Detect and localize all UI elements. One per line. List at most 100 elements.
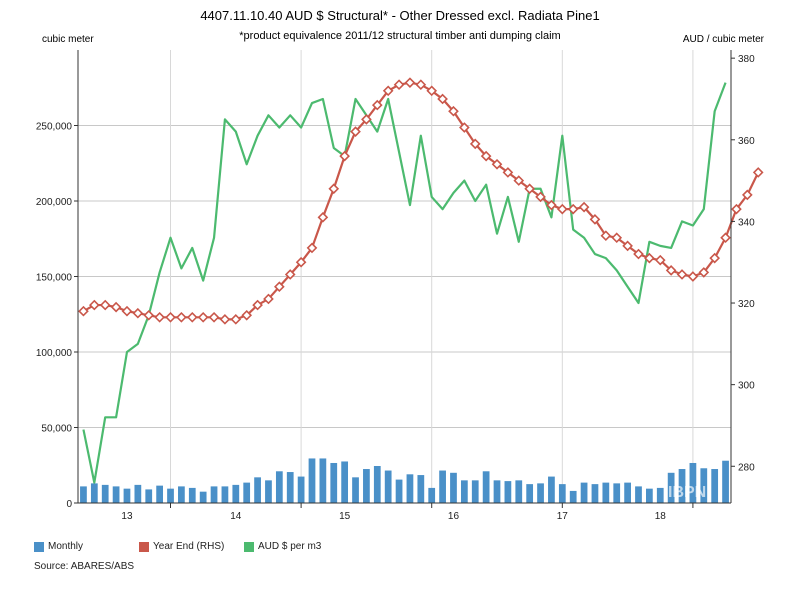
x-tick-label: 14 bbox=[230, 511, 242, 522]
x-axis-ticks: 13 14 15 16 17 18 bbox=[121, 503, 694, 522]
chart-subtitle: *product equivalence 2011/12 structural … bbox=[239, 30, 560, 42]
legend-label: Year End (RHS) bbox=[153, 541, 225, 552]
x-tick-label: 18 bbox=[655, 511, 667, 522]
bar-monthly bbox=[569, 490, 577, 503]
legend-label: AUD $ per m3 bbox=[258, 541, 322, 552]
point-year-end bbox=[665, 265, 677, 276]
right-axis-label: AUD / cubic meter bbox=[683, 34, 765, 45]
source-note: Source: ABARES/ABS bbox=[34, 561, 135, 572]
bar-monthly bbox=[199, 491, 207, 503]
bar-monthly bbox=[417, 475, 425, 503]
point-year-end bbox=[426, 85, 438, 97]
point-year-end bbox=[611, 232, 623, 244]
point-year-end bbox=[328, 183, 340, 195]
bar-monthly bbox=[341, 461, 349, 503]
bar-monthly bbox=[286, 472, 294, 503]
left-tick-label: 150,000 bbox=[36, 273, 73, 284]
point-year-end bbox=[165, 311, 176, 323]
bar-monthly bbox=[188, 487, 196, 503]
right-tick-label: 300 bbox=[738, 381, 755, 392]
left-tick-label: 200,000 bbox=[36, 197, 73, 208]
legend-item-aud-per-m3[interactable]: AUD $ per m3 bbox=[244, 541, 349, 552]
point-year-end bbox=[230, 314, 242, 325]
bar-monthly bbox=[123, 488, 131, 503]
bar-monthly bbox=[646, 488, 653, 503]
bar-monthly bbox=[373, 466, 381, 503]
left-tick-label: 50,000 bbox=[41, 424, 72, 435]
bar-monthly bbox=[275, 471, 283, 503]
point-year-end bbox=[415, 79, 427, 91]
bar-monthly bbox=[656, 487, 664, 503]
bar-monthly bbox=[395, 479, 403, 503]
right-tick-label: 280 bbox=[738, 462, 755, 473]
point-year-end bbox=[186, 311, 198, 323]
point-year-end bbox=[741, 189, 753, 201]
bar-monthly bbox=[591, 484, 599, 503]
ibpn-watermark: IBPN bbox=[668, 484, 706, 501]
bar-monthly bbox=[482, 471, 490, 503]
right-tick-label: 320 bbox=[738, 299, 755, 310]
legend-item-monthly[interactable]: Monthly bbox=[34, 541, 139, 552]
point-year-end bbox=[622, 240, 633, 252]
bar-monthly bbox=[243, 482, 251, 503]
legend-swatch-year-end bbox=[139, 541, 149, 552]
point-year-end bbox=[437, 93, 448, 105]
series-lines bbox=[78, 77, 764, 484]
right-tick-label: 360 bbox=[738, 136, 755, 147]
point-year-end bbox=[459, 122, 470, 133]
bar-monthly bbox=[493, 480, 501, 503]
point-year-end bbox=[654, 254, 666, 266]
legend-item-year-end[interactable]: Year End (RHS) bbox=[139, 541, 244, 552]
point-year-end bbox=[219, 314, 231, 325]
point-year-end bbox=[393, 79, 405, 91]
legend: Monthly Year End (RHS) AUD $ per m3 bbox=[34, 541, 349, 552]
point-year-end bbox=[600, 230, 612, 242]
point-year-end bbox=[502, 167, 514, 178]
point-year-end bbox=[121, 305, 133, 317]
point-year-end bbox=[644, 252, 655, 264]
point-year-end bbox=[752, 167, 764, 178]
point-year-end bbox=[317, 211, 329, 223]
bar-monthly bbox=[471, 480, 479, 503]
bar-monthly bbox=[526, 484, 534, 503]
point-year-end bbox=[208, 311, 220, 323]
legend-label: Monthly bbox=[48, 541, 84, 552]
bar-monthly bbox=[406, 474, 414, 503]
bar-monthly bbox=[580, 482, 588, 503]
bar-monthly bbox=[210, 486, 218, 503]
bar-monthly bbox=[254, 477, 261, 503]
point-year-end bbox=[524, 183, 535, 195]
right-tick-label: 340 bbox=[738, 217, 755, 228]
bar-monthly bbox=[101, 484, 109, 503]
left-axis-ticks: 0 50,000 100,000 150,000 200,000 250,000 bbox=[36, 122, 78, 510]
point-year-end bbox=[720, 232, 731, 244]
bar-monthly bbox=[624, 482, 631, 503]
point-year-end bbox=[78, 305, 89, 317]
bar-monthly bbox=[558, 484, 566, 503]
point-year-end bbox=[698, 267, 710, 278]
bar-monthly bbox=[428, 487, 436, 503]
monthly-bars bbox=[80, 458, 729, 503]
point-year-end bbox=[731, 203, 742, 215]
point-year-end bbox=[633, 248, 644, 260]
bar-monthly bbox=[635, 486, 642, 503]
bar-monthly bbox=[700, 468, 708, 503]
point-year-end bbox=[535, 191, 546, 203]
left-tick-label: 0 bbox=[66, 499, 72, 510]
point-year-end bbox=[339, 150, 350, 162]
ibpn-logo-text: IBPN bbox=[668, 484, 706, 501]
bar-monthly bbox=[504, 481, 512, 503]
point-year-end bbox=[274, 281, 285, 293]
point-year-end bbox=[589, 214, 601, 225]
bar-monthly bbox=[134, 484, 142, 503]
legend-swatch-aud-per-m3 bbox=[244, 541, 254, 552]
point-year-end bbox=[513, 175, 525, 186]
point-year-end bbox=[306, 242, 318, 254]
x-tick-label: 13 bbox=[121, 511, 133, 522]
point-year-end bbox=[132, 307, 144, 319]
point-year-end bbox=[241, 309, 253, 321]
point-year-end bbox=[491, 158, 503, 170]
point-year-end bbox=[687, 271, 699, 282]
line-aud-per-m3 bbox=[82, 82, 727, 484]
